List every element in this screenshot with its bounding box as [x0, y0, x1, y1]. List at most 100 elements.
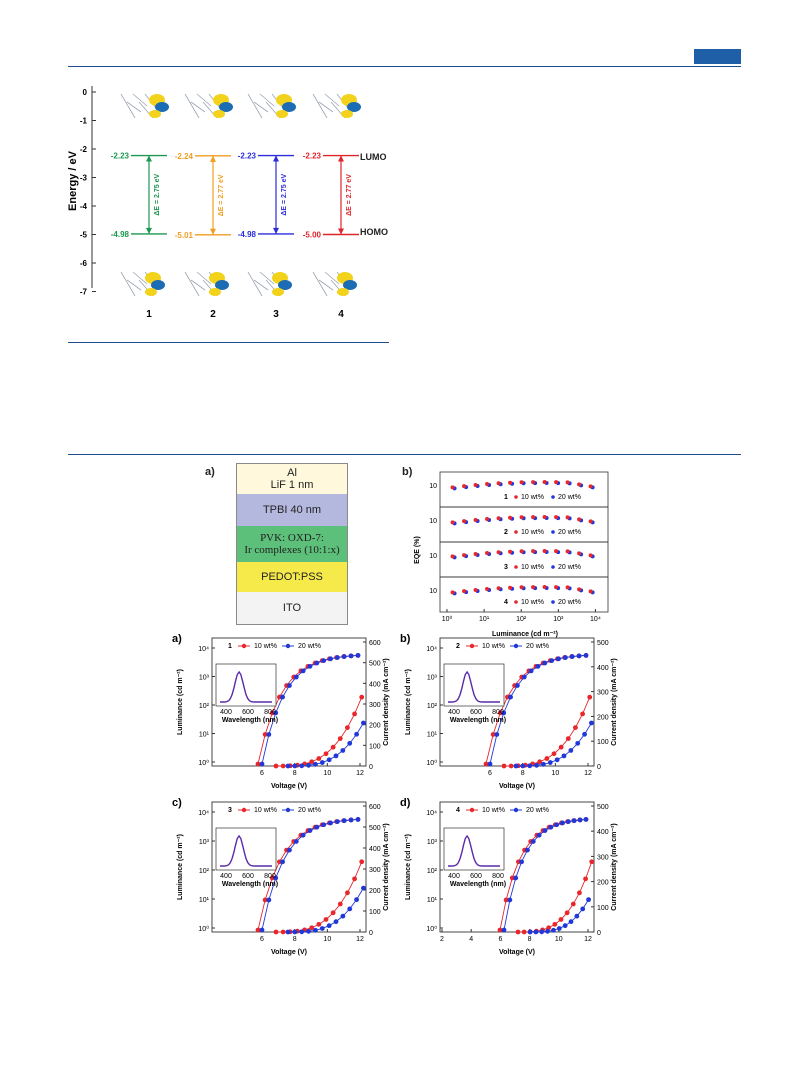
molecule-top-3 — [247, 93, 296, 119]
jvl-left-label: Luminance (cd m⁻²) — [405, 834, 412, 900]
current-point-20wt — [319, 926, 325, 931]
molecule-bond — [196, 271, 212, 285]
luminance-point-20wt — [542, 660, 548, 666]
energy-tick-label: 0 — [83, 88, 88, 97]
legend-marker-20wt — [513, 643, 519, 649]
eqe-point-10wt — [508, 480, 513, 485]
arrowhead-down — [210, 228, 216, 235]
luminance-curve-20wt — [261, 654, 359, 765]
luminance-point-20wt — [528, 668, 534, 674]
current-point-10wt — [352, 711, 357, 717]
current-point-20wt — [556, 926, 562, 931]
luminance-point-10wt — [509, 875, 515, 881]
luminance-point-10wt — [497, 927, 503, 933]
jvl-right-label: Current density (mA cm⁻²) — [383, 823, 390, 910]
current-point-10wt — [337, 736, 343, 741]
eqe-chart: EQE (%) Luminance (cd m⁻²) 10 1 10 wt% 20 w… — [414, 471, 609, 638]
eqe-point-10wt — [473, 587, 478, 592]
eqe-subplot-frame — [439, 471, 609, 508]
jvl-left-label: Luminance (cd m⁻²) — [177, 669, 184, 735]
lumo-value-3: -2.23 — [238, 152, 257, 161]
inset-xtick-label: 800 — [492, 709, 504, 716]
current-point-10wt — [280, 763, 286, 769]
device-layer-label: PVK: OXD-7: — [260, 532, 324, 544]
jvl-legend-20wt: 20 wt% — [526, 643, 549, 650]
jvl-right-tick-label: 400 — [597, 665, 609, 672]
luminance-curve-10wt — [499, 818, 587, 931]
luminance-point-20wt — [513, 875, 519, 881]
eqe-legend-10wt: 10 wt% — [521, 529, 544, 536]
luminance-point-20wt — [583, 817, 589, 822]
luminance-point-20wt — [328, 656, 333, 662]
current-point-20wt — [562, 923, 568, 929]
eqe-point-10wt — [565, 515, 570, 520]
eqe-point-10wt — [450, 554, 455, 559]
jvl-left-tick-label: 10² — [427, 703, 438, 710]
jvl-right-tick-label: 300 — [369, 702, 381, 709]
luminance-point-20wt — [549, 658, 555, 664]
inset-xtick-label: 800 — [264, 873, 276, 880]
device-panel-label: a) — [205, 466, 215, 478]
current-curve-10wt — [275, 697, 363, 767]
inset-xtick-label: 600 — [470, 873, 482, 880]
current-point-20wt — [347, 906, 353, 912]
luminance-point-20wt — [341, 654, 347, 659]
current-point-20wt — [299, 929, 305, 935]
current-curve-10wt — [275, 861, 363, 933]
current-point-10wt — [280, 929, 286, 935]
luminance-point-20wt — [300, 668, 306, 674]
jvl-left-tick-label: 10³ — [199, 675, 210, 682]
luminance-point-20wt — [525, 847, 530, 853]
jvl-right-tick-label: 500 — [369, 825, 381, 832]
eqe-device-number: 2 — [504, 529, 508, 536]
luminance-point-20wt — [287, 683, 292, 688]
luminance-point-20wt — [348, 653, 354, 659]
eqe-point-10wt — [508, 585, 513, 590]
eqe-legend-20wt: 20 wt% — [558, 494, 581, 501]
inset-xlabel: Wavelength (nm) — [450, 881, 506, 888]
jvl-right-tick-label: 0 — [369, 764, 373, 771]
current-point-20wt — [361, 885, 366, 891]
eqe-point-10wt — [531, 515, 536, 520]
inset-xtick-label: 800 — [264, 709, 276, 716]
luminance-point-20wt — [501, 710, 507, 716]
jvl-left-tick-label: 10³ — [199, 839, 210, 846]
homo-value-4: -5.00 — [303, 231, 322, 240]
orbital-lobe-blue — [347, 102, 361, 112]
jvl-right-tick-label: 300 — [369, 867, 381, 874]
current-point-10wt — [345, 725, 350, 731]
eqe-point-10wt — [565, 480, 570, 485]
current-point-10wt — [316, 756, 322, 761]
luminance-point-20wt — [321, 822, 327, 828]
eqe-point-10wt — [531, 549, 536, 554]
luminance-point-10wt — [255, 927, 261, 933]
homo-value-3: -4.98 — [238, 230, 257, 239]
arrowhead-up — [338, 155, 344, 162]
jvl-xlabel: Voltage (V) — [499, 949, 535, 956]
eqe-xtick-label: 10³ — [553, 616, 564, 623]
orbital-lobe-yellow — [145, 288, 157, 296]
luminance-point-10wt — [490, 732, 496, 737]
current-point-20wt — [340, 913, 346, 919]
el-spectrum-curve — [448, 834, 500, 867]
molecule-bond — [253, 101, 269, 113]
gap-value-4: ΔE = 2.77 eV — [346, 174, 353, 216]
luminance-point-20wt — [554, 822, 560, 828]
arrowhead-down — [273, 227, 279, 234]
header-tab-marker — [694, 49, 741, 64]
eqe-point-10wt — [565, 585, 570, 590]
current-point-20wt — [589, 720, 594, 726]
jvl-left-tick-label: 10⁴ — [426, 646, 437, 653]
legend-marker-20wt — [551, 600, 555, 604]
molecule-bottom-3 — [247, 271, 293, 297]
el-spectrum-curve — [448, 670, 500, 703]
current-curve-20wt — [515, 722, 592, 767]
legend-marker-20wt — [551, 565, 555, 569]
current-point-20wt — [545, 928, 550, 934]
orbital-lobe-yellow — [213, 110, 225, 118]
jvl-xlabel: Voltage (V) — [271, 783, 307, 790]
current-point-20wt — [582, 731, 587, 737]
jvl-left-tick-label: 10⁰ — [198, 759, 209, 767]
current-point-20wt — [586, 897, 591, 903]
eqe-point-10wt — [531, 480, 536, 485]
